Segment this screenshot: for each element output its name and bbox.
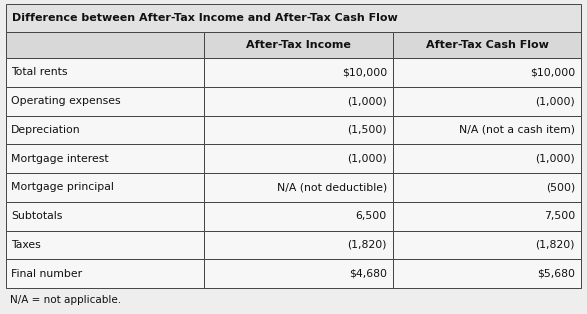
Bar <box>393 173 581 202</box>
Bar <box>204 259 393 288</box>
Bar <box>6 116 204 144</box>
Text: 6,500: 6,500 <box>356 211 387 221</box>
Text: (1,820): (1,820) <box>348 240 387 250</box>
Text: $10,000: $10,000 <box>529 68 575 77</box>
Bar <box>393 144 581 173</box>
Text: N/A (not a cash item): N/A (not a cash item) <box>459 125 575 135</box>
Bar <box>393 32 581 58</box>
Bar <box>6 87 204 116</box>
Text: Depreciation: Depreciation <box>11 125 80 135</box>
Bar <box>6 32 204 58</box>
Text: Final number: Final number <box>11 268 82 279</box>
Bar <box>393 259 581 288</box>
Text: After-Tax Cash Flow: After-Tax Cash Flow <box>426 40 548 50</box>
Bar <box>6 202 204 230</box>
Text: Total rents: Total rents <box>11 68 68 77</box>
Bar <box>6 173 204 202</box>
Bar <box>6 230 204 259</box>
Text: (1,000): (1,000) <box>348 154 387 164</box>
Text: N/A = not applicable.: N/A = not applicable. <box>10 295 121 305</box>
Bar <box>204 116 393 144</box>
Text: $4,680: $4,680 <box>349 268 387 279</box>
Bar <box>204 230 393 259</box>
Text: N/A (not deductible): N/A (not deductible) <box>276 182 387 192</box>
Bar <box>204 144 393 173</box>
Text: (500): (500) <box>546 182 575 192</box>
Bar <box>204 202 393 230</box>
Text: (1,000): (1,000) <box>535 154 575 164</box>
Bar <box>6 4 581 32</box>
Text: After-Tax Income: After-Tax Income <box>246 40 351 50</box>
Text: Taxes: Taxes <box>11 240 41 250</box>
Bar <box>204 87 393 116</box>
Bar <box>6 58 204 87</box>
Text: Subtotals: Subtotals <box>11 211 62 221</box>
Bar <box>6 144 204 173</box>
Bar <box>393 202 581 230</box>
Text: (1,820): (1,820) <box>535 240 575 250</box>
Text: $10,000: $10,000 <box>342 68 387 77</box>
Text: 7,500: 7,500 <box>544 211 575 221</box>
Bar <box>204 173 393 202</box>
Bar <box>393 87 581 116</box>
Text: Operating expenses: Operating expenses <box>11 96 120 106</box>
Bar <box>204 58 393 87</box>
Text: Mortgage interest: Mortgage interest <box>11 154 109 164</box>
Text: $5,680: $5,680 <box>537 268 575 279</box>
Bar <box>6 259 204 288</box>
Text: (1,000): (1,000) <box>535 96 575 106</box>
Text: (1,000): (1,000) <box>348 96 387 106</box>
Bar <box>204 32 393 58</box>
Bar <box>393 116 581 144</box>
Text: (1,500): (1,500) <box>348 125 387 135</box>
Bar <box>393 58 581 87</box>
Bar <box>393 230 581 259</box>
Text: Mortgage principal: Mortgage principal <box>11 182 114 192</box>
Text: Difference between After-Tax Income and After-Tax Cash Flow: Difference between After-Tax Income and … <box>12 13 398 23</box>
